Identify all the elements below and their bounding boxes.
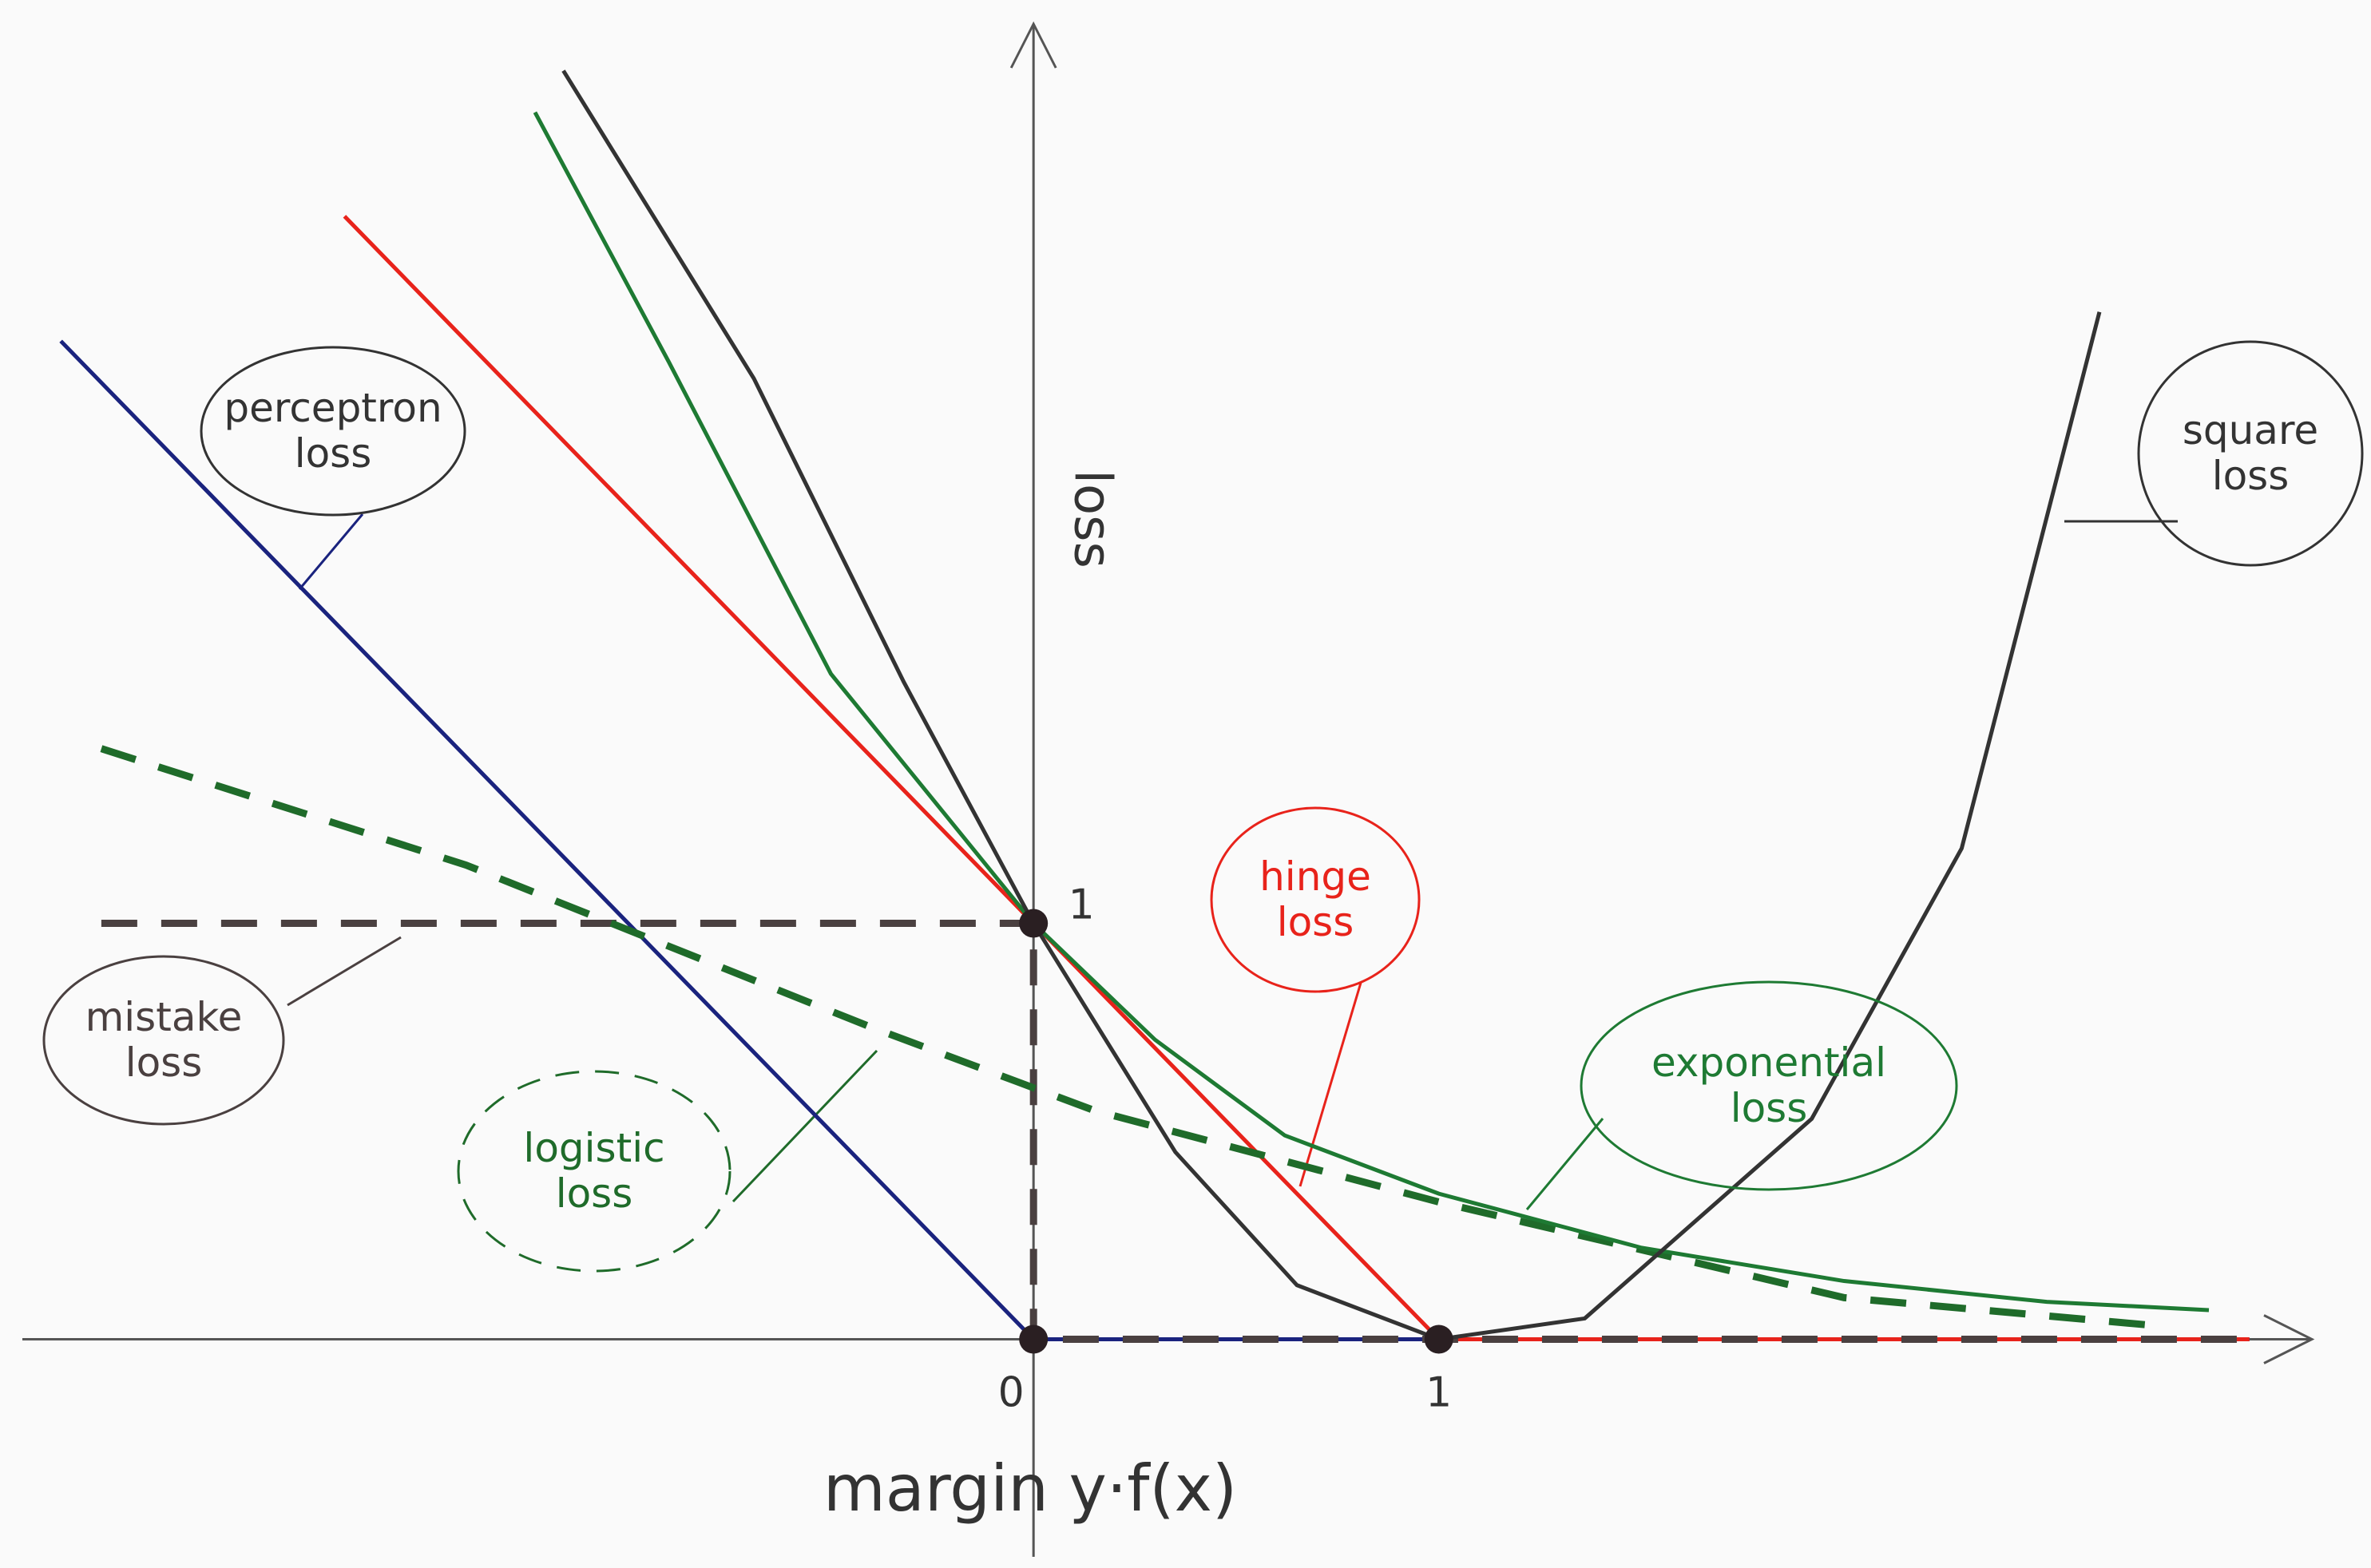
key-point <box>1019 909 1049 938</box>
label-bubble <box>457 1070 732 1273</box>
arrow <box>1525 1118 1604 1210</box>
arrows <box>287 513 2178 1210</box>
key-point <box>1424 1324 1453 1354</box>
series-label: perceptron loss <box>224 384 442 477</box>
label-bubble <box>42 955 285 1126</box>
y-axis-arrow <box>1009 21 1057 69</box>
arrow <box>1298 982 1362 1187</box>
arrow <box>287 936 402 1007</box>
y-tick-label: 1 <box>1069 881 1095 929</box>
x-tick-label: 1 <box>1425 1368 1452 1416</box>
arrow <box>298 513 364 590</box>
series-label: square loss <box>2182 406 2319 499</box>
loss-curve <box>561 69 2102 1342</box>
label-bubble <box>200 346 466 517</box>
x-axis-arrow <box>2263 1314 2315 1364</box>
y-axis-label: loss <box>1063 469 1122 568</box>
series-label: logistic loss <box>523 1124 665 1217</box>
arrow <box>732 1049 878 1203</box>
series-label: exponential loss <box>1651 1039 1886 1131</box>
x-axis-label: margin y·f(x) <box>823 1451 1237 1526</box>
loss-curve <box>533 111 2210 1313</box>
loss-curve <box>100 745 2169 1331</box>
label-bubble <box>1210 806 1421 993</box>
key-point <box>1019 1324 1049 1354</box>
label-bubble <box>2137 340 2364 567</box>
loss-curve <box>101 920 2250 1343</box>
series-label: hinge loss <box>1259 853 1371 945</box>
series-label: mistake loss <box>85 993 243 1086</box>
label-bubble <box>1580 980 1958 1191</box>
x-tick-label: 0 <box>998 1368 1025 1416</box>
